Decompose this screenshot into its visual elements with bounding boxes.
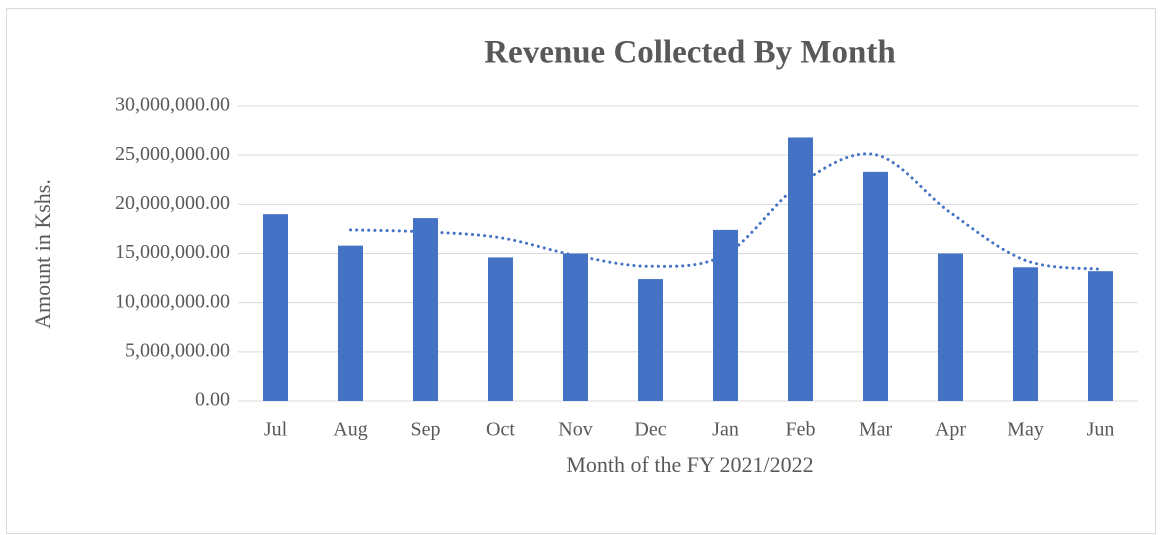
y-tick-label: 10,000,000.00 [115, 290, 230, 312]
bar [263, 214, 288, 401]
bar [488, 257, 513, 401]
x-tick-label: Aug [333, 419, 367, 441]
bar [1088, 271, 1113, 401]
x-axis-title: Month of the FY 2021/2022 [566, 452, 813, 477]
chart-title: Revenue Collected By Month [484, 35, 896, 71]
bar [863, 171, 888, 401]
x-tick-label: Apr [935, 419, 966, 441]
y-tick-label: 20,000,000.00 [115, 192, 230, 214]
x-tick-label: Oct [486, 419, 515, 441]
bar [713, 229, 738, 401]
x-tick-label: Mar [859, 419, 893, 441]
bar [338, 245, 363, 401]
y-tick-label: 5,000,000.00 [125, 339, 230, 361]
x-tick-label: Nov [558, 419, 592, 441]
bar [938, 253, 963, 401]
y-tick-label: 15,000,000.00 [115, 241, 230, 263]
x-tick-label: Jun [1087, 419, 1115, 441]
x-tick-label: Dec [634, 419, 666, 441]
x-tick-label: Jul [264, 419, 288, 441]
y-tick-label: 25,000,000.00 [115, 143, 230, 165]
x-tick-label: Feb [786, 419, 816, 441]
x-tick-label: Jan [712, 419, 739, 441]
y-axis-title: Amount in Kshs. [30, 179, 55, 329]
y-tick-label: 0.00 [195, 389, 230, 411]
bar [1013, 267, 1038, 401]
trendline [349, 152, 1102, 271]
bar [413, 218, 438, 401]
x-tick-label: May [1007, 419, 1044, 441]
bar [563, 253, 588, 401]
x-tick-label: Sep [411, 419, 441, 441]
y-tick-label: 30,000,000.00 [115, 94, 230, 116]
bar [638, 279, 663, 401]
bar [788, 137, 813, 401]
